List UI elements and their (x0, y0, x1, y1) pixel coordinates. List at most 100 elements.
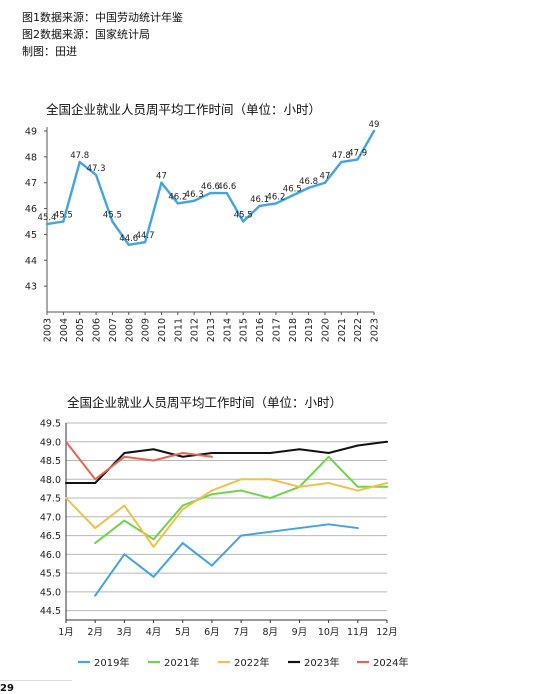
chart2-data-point (211, 564, 213, 567)
chart1-data-label: 47 (156, 172, 167, 182)
chart2-data-point (240, 452, 242, 454)
chart1-data-label: 46.1 (250, 195, 269, 205)
chart2-data-point (386, 485, 388, 488)
chart1-data-point (62, 220, 65, 223)
chart2-x-tick-label: 10月 (318, 627, 340, 638)
chart1-data-point (160, 181, 163, 184)
chart1-data-point (78, 160, 81, 164)
chart2-data-point (123, 553, 126, 556)
chart1-x-tick-label: 2017 (271, 318, 282, 342)
source-line-1: 图1数据来源：中国劳动统计年鉴 (22, 11, 183, 24)
chart2-data-point (211, 493, 213, 496)
chart2-data-point (94, 594, 97, 597)
chart1-data-point (176, 202, 179, 205)
chart2-data-point (152, 448, 155, 451)
chart2-data-point (152, 459, 155, 462)
chart2-data-point (269, 530, 272, 533)
chart1-data-label: 46.2 (168, 192, 187, 202)
source-line-2: 图2数据来源：国家统计局 (22, 28, 150, 41)
chart2-x-tick-label: 6月 (204, 627, 220, 638)
chart-monthly-hours: 全国企业就业人员周平均工作时间（单位：小时） 44.5 45.0 45.5 46.0 4… (40, 395, 409, 669)
chart1-x-tick-label: 2022 (353, 318, 364, 342)
chart1-data-label: 46.3 (185, 190, 204, 200)
chart2-data-point (94, 478, 97, 481)
chart1-data-point (111, 220, 114, 223)
chart1-data-point (209, 191, 212, 195)
chart2-title: 全国企业就业人员周平均工作时间（单位：小时） (67, 395, 342, 410)
chart1-y-tick-label: 45 (25, 230, 37, 241)
chart2-data-point (327, 482, 330, 484)
chart2-data-point (152, 575, 155, 578)
chart2-data-point (123, 504, 126, 507)
chart1-data-point (323, 181, 327, 184)
chart1-x-tick-label: 2009 (141, 318, 152, 342)
chart2-data-point (298, 485, 301, 488)
chart2-y-tick-label: 46.0 (40, 550, 61, 561)
legend-label: 2024年 (373, 656, 408, 669)
chart1-y-tick-label: 47 (25, 178, 37, 189)
chart1-data-point (291, 194, 294, 197)
chart-annual-hours: 全国企业就业人员周平均工作时间（单位：小时） 43 44 45 46 47 48 49 200… (25, 102, 381, 342)
chart2-data-point (65, 482, 67, 484)
chart2-data-point (269, 452, 272, 454)
chart2-data-point (269, 478, 272, 481)
chart2-data-point (123, 455, 126, 458)
chart2-data-point (356, 485, 359, 488)
chart2-data-point (327, 452, 330, 454)
chart1-data-label: 46.2 (266, 192, 285, 202)
chart2-data-point (356, 489, 359, 492)
chart1-x-tick-label: 2004 (59, 318, 70, 342)
chart2-data-point (386, 440, 388, 443)
chart1-data-label: 46.6 (217, 182, 236, 192)
chart1-data-point (45, 222, 49, 226)
chart1-data-point (94, 173, 98, 177)
chart1-data-label: 47.3 (87, 164, 106, 174)
chart1-data-point (340, 160, 343, 164)
page-divider (0, 680, 72, 681)
legend-label: 2019年 (94, 656, 129, 669)
chart1-y-tick-label: 48 (25, 152, 37, 163)
chart2-data-point (386, 482, 388, 484)
chart1-y-tick-label: 49 (25, 127, 37, 138)
chart1-x-tick-label: 2014 (222, 318, 233, 342)
chart1-data-label: 47 (320, 172, 331, 182)
chart2-data-point (94, 542, 97, 544)
chart1-x-tick-label: 2007 (108, 318, 119, 342)
chart2-data-point (65, 497, 67, 499)
chart2-x-tick-label: 1月 (58, 627, 74, 638)
chart2-x-tick-label: 9月 (292, 627, 308, 638)
legend-label: 2023年 (304, 656, 339, 669)
chart2-data-point (181, 455, 184, 458)
chart1-data-point (225, 191, 229, 195)
chart2-data-point (327, 455, 330, 458)
chart2-data-point (181, 542, 184, 544)
chart2-data-point (356, 444, 359, 447)
chart2-x-tick-label: 3月 (117, 627, 133, 638)
chart1-x-tick-label: 2015 (239, 318, 250, 342)
chart2-data-point (152, 538, 155, 541)
chart1-y-tick-label: 46 (25, 204, 37, 215)
chart2-data-point (181, 504, 184, 507)
chart1-x-tick-label: 2008 (124, 318, 135, 342)
chart2-data-point (123, 452, 126, 454)
chart2-series-line-2022年 (65, 478, 388, 548)
chart2-data-point (211, 452, 213, 454)
chart2-y-tick-label: 47.0 (40, 512, 61, 523)
chart2-y-tick-label: 47.5 (40, 494, 61, 505)
chart2-x-tick-label: 12月 (376, 627, 398, 638)
chart1-x-tick-label: 2020 (320, 318, 331, 342)
chart1-x-tick-label: 2023 (370, 318, 381, 342)
chart2-data-point (240, 489, 242, 492)
chart1-data-label: 47.9 (348, 148, 367, 158)
chart1-data-point (192, 199, 196, 203)
chart2-y-tick-label: 45.5 (40, 569, 61, 580)
chart1-data-label: 49 (369, 120, 380, 130)
chart2-x-tick-label: 5月 (175, 627, 191, 638)
page-number: 29 (0, 683, 14, 694)
chart2-y-tick-label: 45.0 (40, 587, 61, 598)
chart1-y-tick-label: 43 (25, 282, 37, 293)
chart1-data-label: 44.7 (136, 231, 155, 241)
chart2-data-point (94, 527, 97, 529)
legend-label: 2021年 (164, 656, 199, 669)
